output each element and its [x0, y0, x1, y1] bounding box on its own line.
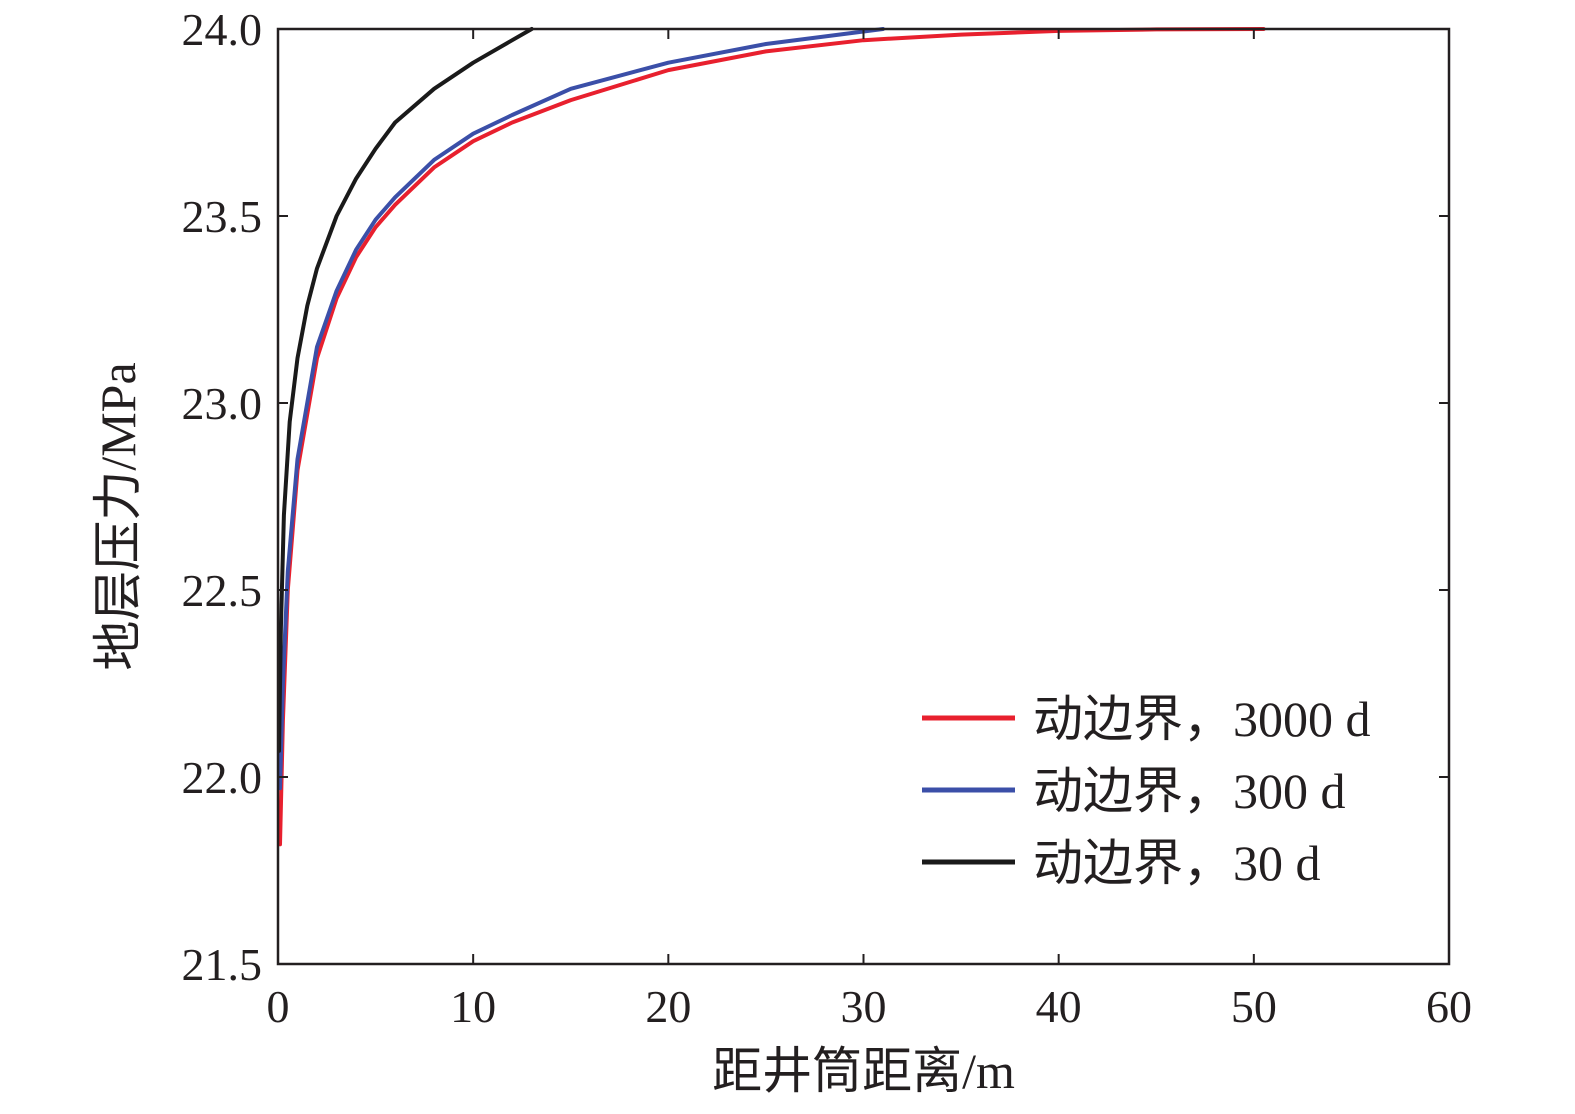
- y-axis-title: 地层压力/MPa: [90, 362, 146, 670]
- y-tick-label-0: 21.5: [182, 939, 263, 990]
- legend: 动边界，3000 d 动边界，300 d 动边界，30 d: [922, 691, 1371, 891]
- x-tick-label-4: 40: [1036, 981, 1082, 1032]
- legend-label-0: 动边界，3000 d: [1033, 691, 1371, 747]
- series-line-1: [278, 27, 885, 791]
- y-tick-label-3: 23.0: [182, 378, 263, 429]
- x-tick-label-5: 50: [1231, 981, 1277, 1032]
- legend-label-1: 动边界，300 d: [1033, 763, 1346, 819]
- series-line-2: [277, 27, 534, 753]
- y-tick-label-2: 22.5: [182, 565, 263, 616]
- legend-label-2: 动边界，30 d: [1033, 835, 1321, 891]
- x-tick-label-0: 0: [267, 981, 290, 1032]
- y-tick-label-1: 22.0: [182, 752, 263, 803]
- x-tick-label-1: 10: [450, 981, 496, 1032]
- y-tick-label-5: 24.0: [182, 4, 263, 55]
- series-layer: [277, 27, 1266, 847]
- y-tick-label-4: 23.5: [182, 191, 263, 242]
- x-axis-title: 距井筒距离/m: [712, 1043, 1015, 1099]
- x-tick-label-2: 20: [645, 981, 691, 1032]
- ticks-layer: 0 10 20 30 40 50 60 21.5 22.0 22.5 23.0 23.5 24.0: [182, 4, 1473, 1032]
- x-tick-label-6: 60: [1426, 981, 1472, 1032]
- x-tick-label-3: 30: [841, 981, 887, 1032]
